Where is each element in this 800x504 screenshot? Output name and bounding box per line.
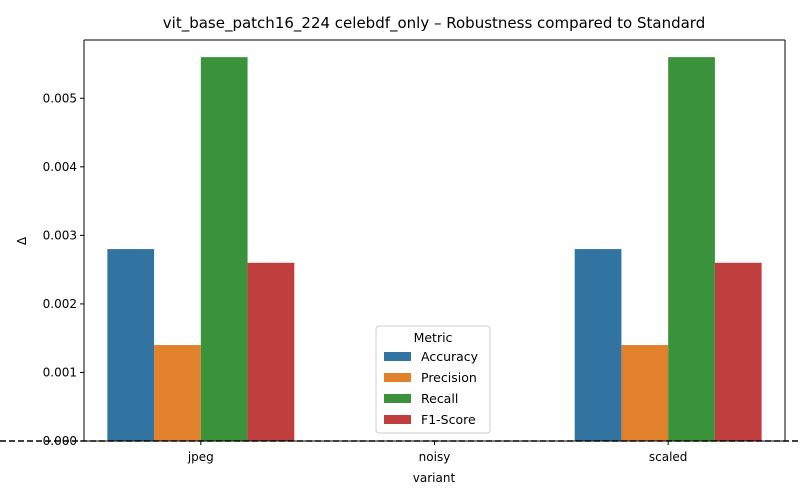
legend-label-recall: Recall [421, 391, 458, 406]
y-tick-label: 0.001 [43, 365, 77, 379]
plot-area: 0.000 0.001 0.002 0.003 0.004 0.005 jpeg noisy s… [0, 39, 800, 464]
y-tick-label: 0.003 [43, 228, 77, 242]
y-tick-label: 0.002 [43, 297, 77, 311]
bar-accuracy-scaled [574, 249, 622, 441]
legend: Metric Accuracy Precision Recall F1-Score [375, 325, 491, 434]
x-tick-label: jpeg [187, 450, 214, 464]
legend-label-accuracy: Accuracy [421, 349, 479, 364]
y-tick-label: 0.000 [43, 434, 77, 448]
legend-title: Metric [414, 330, 453, 345]
y-axis-label: Δ [15, 236, 29, 245]
bar-recall-jpeg [200, 57, 248, 441]
x-axis-label: variant [413, 471, 456, 485]
bar-f1-score-scaled [714, 262, 762, 441]
legend-swatch-precision [384, 373, 411, 382]
bar-accuracy-jpeg [107, 249, 155, 441]
y-tick-label: 0.005 [43, 91, 77, 105]
x-tick-label: scaled [649, 450, 688, 464]
bar-recall-scaled [668, 57, 715, 441]
y-tick-label: 0.004 [43, 160, 77, 174]
bar-f1-score-jpeg [247, 262, 295, 441]
bar-precision-scaled [621, 345, 669, 441]
x-tick-label: noisy [419, 450, 451, 464]
legend-label-f1-score: F1-Score [421, 412, 476, 427]
bar-precision-jpeg [154, 345, 201, 441]
legend-swatch-f1-score [384, 415, 411, 424]
legend-swatch-accuracy [384, 352, 411, 361]
chart-title: vit_base_patch16_224 celebdf_only – Robu… [163, 14, 705, 33]
legend-swatch-recall [384, 394, 411, 403]
legend-label-precision: Precision [421, 370, 477, 385]
